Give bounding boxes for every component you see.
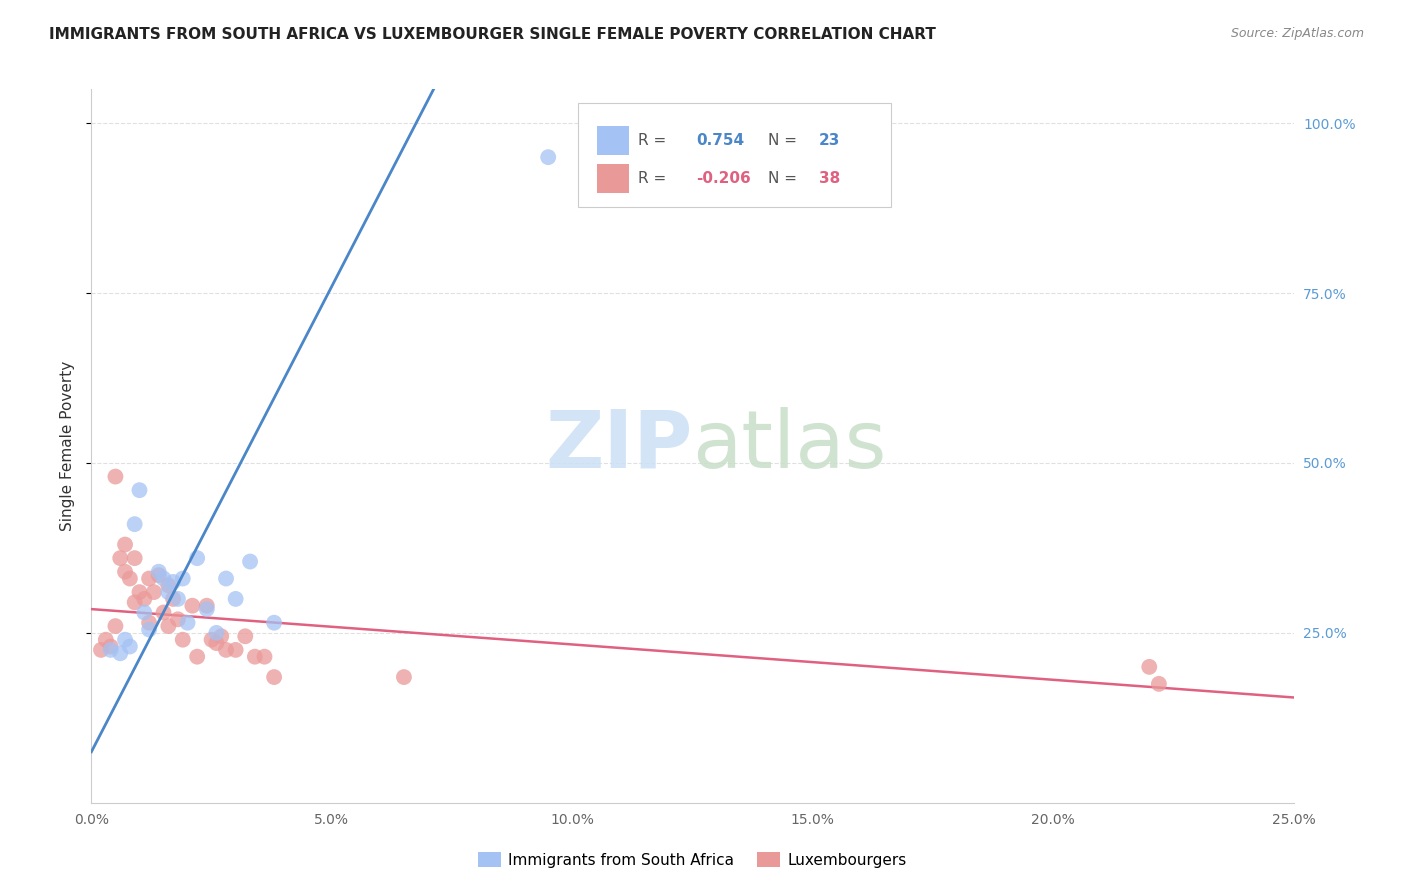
FancyBboxPatch shape <box>598 127 628 155</box>
Point <box>167 612 190 626</box>
Text: 0.754: 0.754 <box>696 133 744 148</box>
Point <box>110 551 132 566</box>
Point <box>181 599 204 613</box>
Point <box>138 615 160 630</box>
Point <box>225 591 247 606</box>
Point <box>253 649 276 664</box>
Point <box>205 626 228 640</box>
Point <box>104 469 127 483</box>
Point <box>205 636 228 650</box>
Point <box>263 615 285 630</box>
Text: R =: R = <box>638 171 672 186</box>
Text: N =: N = <box>768 133 801 148</box>
Point <box>186 551 208 566</box>
Point <box>162 591 184 606</box>
Text: ZIP: ZIP <box>546 407 692 485</box>
Point <box>157 619 180 633</box>
Point <box>1147 677 1170 691</box>
Point <box>124 551 146 566</box>
Point <box>186 649 208 664</box>
FancyBboxPatch shape <box>598 164 628 193</box>
Point <box>195 599 218 613</box>
Text: Source: ZipAtlas.com: Source: ZipAtlas.com <box>1230 27 1364 40</box>
Point <box>209 629 232 643</box>
Point <box>176 615 198 630</box>
Point <box>138 623 160 637</box>
Point <box>134 591 156 606</box>
Point <box>172 572 194 586</box>
Point <box>94 632 117 647</box>
Point <box>118 572 141 586</box>
Point <box>172 632 194 647</box>
Text: R =: R = <box>638 133 672 148</box>
Point <box>239 555 262 569</box>
Point <box>263 670 285 684</box>
Point <box>104 619 127 633</box>
Point <box>124 517 146 532</box>
Text: N =: N = <box>768 171 801 186</box>
Point <box>392 670 415 684</box>
Point <box>215 572 238 586</box>
Point <box>148 568 170 582</box>
Point <box>114 537 136 551</box>
Point <box>152 572 174 586</box>
Point <box>100 643 122 657</box>
Point <box>157 578 180 592</box>
Point <box>114 632 136 647</box>
Text: 38: 38 <box>818 171 839 186</box>
Point <box>243 649 266 664</box>
Point <box>201 632 224 647</box>
Point <box>537 150 560 164</box>
Point <box>215 643 238 657</box>
Point <box>157 585 180 599</box>
Legend: Immigrants from South Africa, Luxembourgers: Immigrants from South Africa, Luxembourg… <box>471 846 914 873</box>
Point <box>225 643 247 657</box>
Point <box>110 646 132 660</box>
Point <box>233 629 256 643</box>
Text: IMMIGRANTS FROM SOUTH AFRICA VS LUXEMBOURGER SINGLE FEMALE POVERTY CORRELATION C: IMMIGRANTS FROM SOUTH AFRICA VS LUXEMBOU… <box>49 27 936 42</box>
Text: -0.206: -0.206 <box>696 171 751 186</box>
Point <box>152 606 174 620</box>
Point <box>167 591 190 606</box>
Point <box>142 585 165 599</box>
Point <box>195 602 218 616</box>
Y-axis label: Single Female Poverty: Single Female Poverty <box>60 361 76 531</box>
Point <box>118 640 141 654</box>
Point <box>1137 660 1160 674</box>
Point <box>128 483 150 498</box>
Point <box>100 640 122 654</box>
Point <box>134 606 156 620</box>
Point <box>148 565 170 579</box>
Point <box>124 595 146 609</box>
Text: atlas: atlas <box>692 407 887 485</box>
Point <box>162 574 184 589</box>
Point <box>138 572 160 586</box>
Text: 23: 23 <box>818 133 839 148</box>
Point <box>114 565 136 579</box>
Point <box>90 643 112 657</box>
FancyBboxPatch shape <box>578 103 891 207</box>
Point <box>128 585 150 599</box>
